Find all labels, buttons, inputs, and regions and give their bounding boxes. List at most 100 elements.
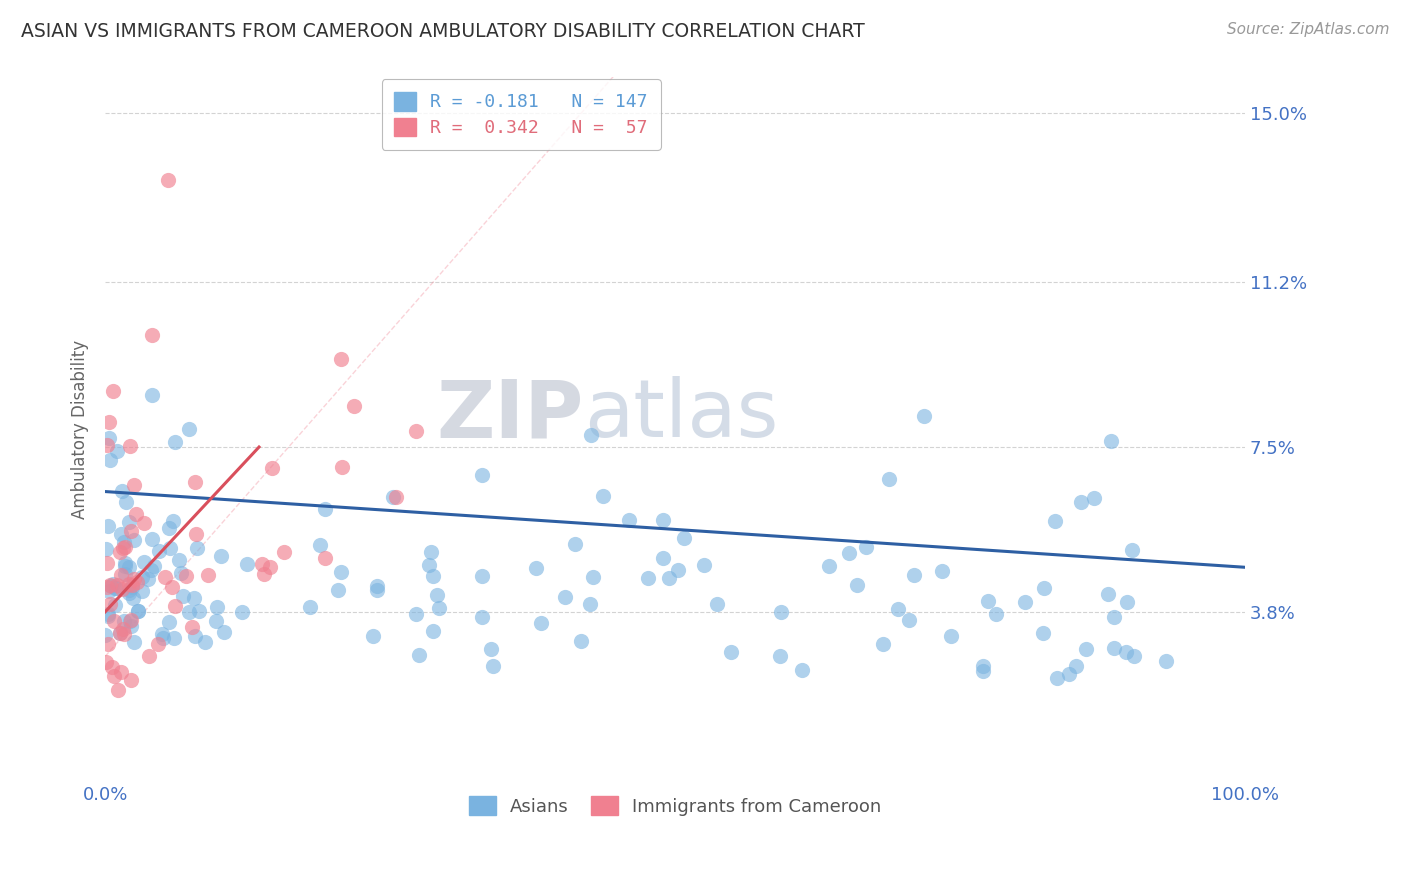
Point	[167, 553, 190, 567]
Point	[1154, 654, 1177, 668]
Point	[162, 515, 184, 529]
Point	[118, 560, 141, 574]
Point	[526, 560, 548, 574]
Point	[139, 563, 162, 577]
Point	[384, 490, 406, 504]
Point	[97, 607, 120, 621]
Point	[98, 416, 121, 430]
Point	[98, 597, 121, 611]
Point	[197, 568, 219, 582]
Point	[877, 472, 900, 486]
Point	[112, 535, 135, 549]
Point	[152, 631, 174, 645]
Point	[205, 600, 228, 615]
Point	[1059, 666, 1081, 681]
Point	[554, 590, 576, 604]
Point	[156, 173, 179, 187]
Point	[131, 584, 153, 599]
Point	[939, 629, 962, 643]
Point	[720, 645, 742, 659]
Point	[1115, 645, 1137, 659]
Point	[111, 622, 134, 636]
Point	[120, 673, 142, 687]
Point	[183, 475, 205, 490]
Point	[1043, 514, 1066, 528]
Point	[105, 581, 128, 595]
Point	[872, 637, 894, 651]
Point	[1083, 491, 1105, 505]
Point	[108, 625, 131, 640]
Point	[105, 578, 128, 592]
Point	[120, 524, 142, 539]
Point	[651, 513, 673, 527]
Point	[972, 664, 994, 678]
Point	[117, 586, 139, 600]
Text: ASIAN VS IMMIGRANTS FROM CAMEROON AMBULATORY DISABILITY CORRELATION CHART: ASIAN VS IMMIGRANTS FROM CAMEROON AMBULA…	[21, 22, 865, 41]
Point	[103, 384, 125, 399]
Point	[177, 422, 200, 436]
Point	[1097, 587, 1119, 601]
Point	[134, 516, 156, 530]
Point	[97, 519, 120, 533]
Point	[157, 615, 180, 629]
Point	[972, 658, 994, 673]
Point	[141, 388, 163, 402]
Point	[592, 489, 614, 503]
Point	[564, 537, 586, 551]
Point	[273, 545, 295, 559]
Point	[212, 624, 235, 639]
Point	[481, 659, 503, 673]
Point	[94, 655, 117, 669]
Point	[977, 594, 1000, 608]
Point	[118, 614, 141, 628]
Point	[117, 516, 139, 530]
Point	[118, 576, 141, 591]
Point	[382, 491, 405, 505]
Point	[330, 459, 353, 474]
Point	[422, 624, 444, 638]
Point	[330, 351, 353, 366]
Point	[769, 605, 792, 619]
Point	[103, 614, 125, 628]
Point	[769, 648, 792, 663]
Point	[887, 602, 910, 616]
Point	[408, 648, 430, 663]
Point	[148, 543, 170, 558]
Point	[706, 597, 728, 611]
Text: ZIP: ZIP	[436, 376, 583, 454]
Point	[163, 435, 186, 450]
Point	[141, 327, 163, 342]
Point	[115, 495, 138, 509]
Point	[94, 628, 117, 642]
Point	[148, 637, 170, 651]
Point	[817, 559, 839, 574]
Point	[578, 598, 600, 612]
Point	[366, 582, 388, 597]
Point	[1116, 595, 1139, 609]
Point	[172, 589, 194, 603]
Point	[101, 577, 124, 591]
Point	[124, 478, 146, 492]
Point	[127, 604, 149, 618]
Point	[184, 629, 207, 643]
Point	[114, 540, 136, 554]
Point	[651, 550, 673, 565]
Point	[361, 629, 384, 643]
Point	[111, 582, 134, 596]
Point	[299, 600, 322, 615]
Point	[174, 569, 197, 583]
Point	[114, 566, 136, 581]
Point	[124, 635, 146, 649]
Point	[1032, 625, 1054, 640]
Point	[159, 541, 181, 555]
Point	[405, 607, 427, 622]
Point	[97, 637, 120, 651]
Point	[110, 527, 132, 541]
Point	[846, 578, 869, 592]
Point	[1014, 595, 1036, 609]
Point	[132, 555, 155, 569]
Point	[427, 601, 450, 615]
Point	[582, 570, 605, 584]
Point	[110, 665, 132, 680]
Point	[114, 556, 136, 570]
